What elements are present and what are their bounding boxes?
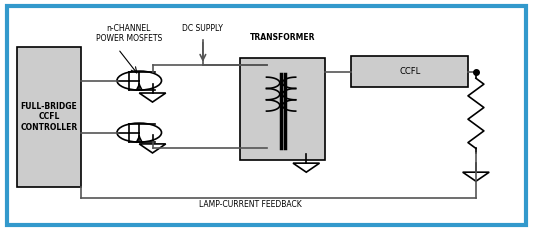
Text: CCFL: CCFL [399, 67, 421, 76]
Text: FULL-BRIDGE
CCFL
CONTROLLER: FULL-BRIDGE CCFL CONTROLLER [20, 102, 78, 132]
Text: n-CHANNEL
POWER MOSFETS: n-CHANNEL POWER MOSFETS [95, 24, 162, 44]
Text: LAMP-CURRENT FEEDBACK: LAMP-CURRENT FEEDBACK [199, 200, 302, 210]
Text: DC SUPPLY: DC SUPPLY [182, 24, 223, 33]
Bar [17, 47, 81, 187]
Text: TRANSFORMER: TRANSFORMER [249, 33, 315, 42]
Bar [351, 56, 468, 87]
Bar [240, 58, 325, 160]
